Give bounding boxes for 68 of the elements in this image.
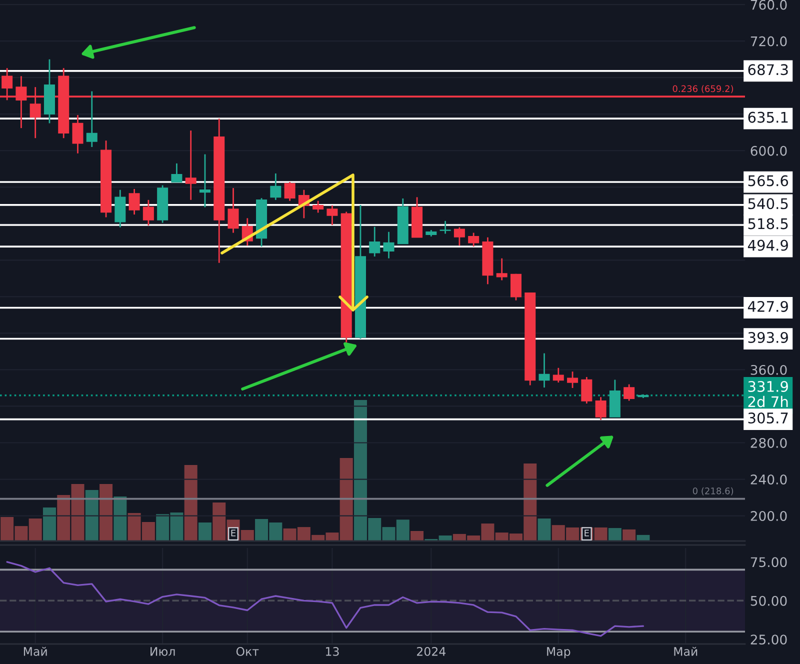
candlestick [142, 199, 154, 226]
y-tick-label: 75.00 [750, 557, 787, 568]
x-tick-label: Май [24, 646, 47, 656]
candlestick [185, 130, 196, 201]
x-tick-label: 2024 [417, 646, 446, 656]
y-tick-label: 280.0 [750, 438, 787, 448]
candlestick [468, 232, 480, 248]
ref-line-label: 393.9 [748, 332, 788, 344]
candlestick [128, 188, 140, 216]
candlestick [383, 231, 394, 260]
y-tick-label: 600.0 [750, 146, 787, 156]
bar [636, 534, 650, 541]
line-series [6, 561, 644, 637]
y-tick-label: 200.0 [750, 511, 787, 521]
bar [410, 530, 424, 541]
candlestick [496, 258, 508, 281]
candlestick [270, 172, 282, 201]
x-tick-label: Июл [150, 647, 175, 656]
candlestick [284, 181, 296, 202]
ref-line-label: 518.5 [748, 218, 788, 230]
x-tick-label: Мар [547, 647, 570, 658]
candlestick [312, 200, 324, 214]
candlestick [199, 154, 210, 208]
annotation: E [231, 530, 236, 536]
annotation: E [584, 530, 589, 536]
y-tick-label: 720.0 [750, 36, 787, 46]
annotation: 0 (218.6) [692, 487, 734, 496]
bar [622, 529, 636, 541]
candlestick [369, 226, 380, 258]
candlestick [326, 204, 338, 226]
candlestick [454, 226, 465, 246]
bar [42, 507, 56, 541]
candlestick [595, 396, 606, 421]
ref-line-label: 540.5 [748, 198, 788, 210]
bar [184, 465, 198, 541]
ref-line-label: 305.7 [748, 412, 788, 424]
candlestick [538, 352, 550, 388]
candlestick [72, 114, 84, 154]
candlestick [440, 220, 451, 234]
y-tick-label: 50.00 [750, 596, 787, 606]
y-tick-label: 760.0 [750, 0, 787, 10]
candlestick [228, 187, 239, 234]
bar [538, 518, 551, 541]
bar [100, 484, 113, 541]
candlestick [86, 90, 98, 148]
x-tick-label: Май [674, 646, 698, 656]
candlestick [510, 273, 522, 302]
candlestick [567, 370, 578, 389]
bar [85, 490, 98, 541]
y-tick-label: 25.00 [750, 634, 787, 645]
ref-line-label: 427.9 [748, 300, 788, 312]
annotation: 0.236 (659.2) [672, 85, 734, 94]
bar [114, 496, 127, 541]
x-tick-label: 13 [326, 646, 339, 656]
candlestick [624, 384, 635, 402]
y-tick-label: 360.0 [750, 364, 787, 375]
candlestick [552, 367, 564, 384]
bar [608, 528, 622, 541]
candlestick [581, 376, 592, 404]
bar [198, 522, 212, 541]
y-tick-label: 240.0 [750, 474, 787, 484]
x-tick-label: Окт [236, 646, 259, 656]
candlestick [171, 162, 182, 183]
ref-line-label: 635.1 [748, 112, 788, 123]
ref-line-label: 331.9 2d 7h [748, 380, 788, 408]
ref-line-label: 687.3 [748, 64, 788, 76]
ref-line-label: 494.9 [748, 240, 788, 251]
ref-line-label: 565.6 [748, 175, 788, 186]
